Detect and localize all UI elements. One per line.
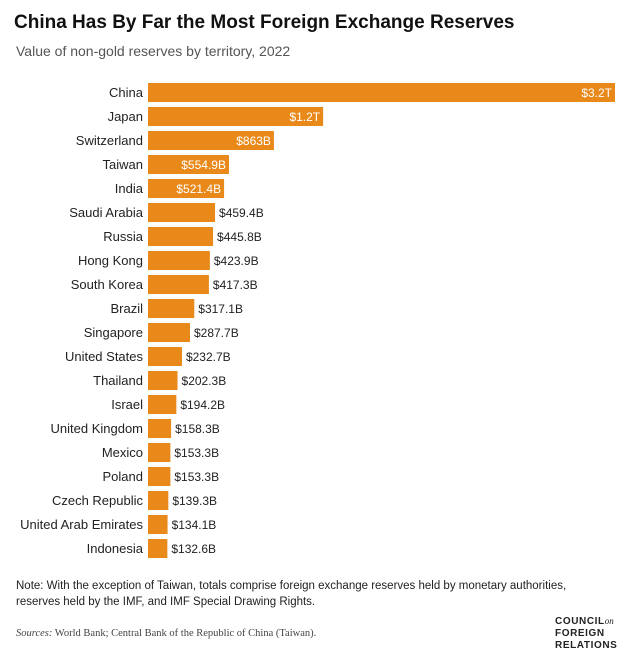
bar-poland [148, 467, 171, 486]
category-label-poland: Poland [103, 469, 143, 484]
value-label-china: $3.2T [581, 86, 612, 100]
value-label-thailand: $202.3B [182, 374, 227, 388]
chart-title: China Has By Far the Most Foreign Exchan… [14, 12, 515, 33]
category-label-russia: Russia [103, 229, 144, 244]
category-label-saudi-arabia: Saudi Arabia [69, 205, 143, 220]
category-label-india: India [115, 181, 144, 196]
logo-line2: FOREIGN [555, 628, 605, 639]
bar-south-korea [148, 275, 209, 294]
bar-japan [148, 107, 324, 126]
value-label-brazil: $317.1B [198, 302, 243, 316]
category-label-singapore: Singapore [84, 325, 143, 340]
category-label-hong-kong: Hong Kong [78, 253, 143, 268]
value-label-united-states: $232.7B [186, 350, 231, 364]
bar-brazil [148, 299, 195, 318]
bar-united-arab-emirates [148, 515, 168, 534]
category-label-japan: Japan [108, 109, 143, 124]
bar-indonesia [148, 539, 168, 558]
value-label-united-arab-emirates: $134.1B [172, 518, 217, 532]
bar-hong-kong [148, 251, 210, 270]
category-label-brazil: Brazil [110, 301, 143, 316]
category-label-united-arab-emirates: United Arab Emirates [20, 517, 143, 532]
category-label-united-kingdom: United Kingdom [51, 421, 144, 436]
bar-israel [148, 395, 177, 414]
value-label-south-korea: $417.3B [213, 278, 258, 292]
category-label-israel: Israel [111, 397, 143, 412]
value-label-poland: $153.3B [174, 470, 219, 484]
category-label-thailand: Thailand [93, 373, 143, 388]
value-label-india: $521.4B [176, 182, 221, 196]
bar-switzerland [148, 131, 274, 150]
bar-china [148, 83, 615, 102]
sources-lead: Sources: [16, 628, 53, 639]
value-label-hong-kong: $423.9B [214, 254, 259, 268]
bar-singapore [148, 323, 190, 342]
category-label-indonesia: Indonesia [87, 541, 144, 556]
category-label-taiwan: Taiwan [103, 157, 143, 172]
value-label-japan: $1.2T [289, 110, 320, 124]
chart-sources: Sources: World Bank; Central Bank of the… [16, 628, 316, 639]
logo-on: on [604, 616, 614, 626]
value-label-mexico: $153.3B [174, 446, 219, 460]
cfr-logo: COUNCILon FOREIGN RELATIONS [555, 615, 635, 652]
value-label-indonesia: $132.6B [171, 542, 216, 556]
category-label-czech-republic: Czech Republic [52, 493, 144, 508]
logo-line3: RELATIONS [555, 640, 618, 651]
sources-text: World Bank; Central Bank of the Republic… [52, 628, 317, 639]
bar-united-states [148, 347, 182, 366]
value-label-taiwan: $554.9B [181, 158, 226, 172]
bar-saudi-arabia [148, 203, 216, 222]
chart-subtitle: Value of non-gold reserves by territory,… [16, 43, 291, 59]
bar-taiwan [148, 155, 229, 174]
value-label-saudi-arabia: $459.4B [219, 206, 264, 220]
bar-thailand [148, 371, 178, 390]
bar-russia [148, 227, 214, 246]
bar-chart: China $3.2T Japan $1.2T Switzerland $863B Taiw… [20, 83, 615, 558]
value-label-czech-republic: $139.3B [172, 494, 217, 508]
category-label-south-korea: South Korea [71, 277, 144, 292]
bar-mexico [148, 443, 171, 462]
category-label-united-states: United States [65, 349, 144, 364]
bar-czech-republic [148, 491, 169, 510]
value-label-switzerland: $863B [236, 134, 271, 148]
logo-line1: COUNCIL [555, 616, 605, 627]
category-label-mexico: Mexico [102, 445, 143, 460]
value-label-russia: $445.8B [217, 230, 262, 244]
bar-india [148, 179, 225, 198]
bar-united-kingdom [148, 419, 172, 438]
chart-note: Note: With the exception of Taiwan, tota… [16, 580, 567, 608]
value-label-singapore: $287.7B [194, 326, 239, 340]
category-label-switzerland: Switzerland [76, 133, 143, 148]
value-label-israel: $194.2B [180, 398, 225, 412]
value-label-united-kingdom: $158.3B [175, 422, 220, 436]
category-label-china: China [109, 85, 144, 100]
